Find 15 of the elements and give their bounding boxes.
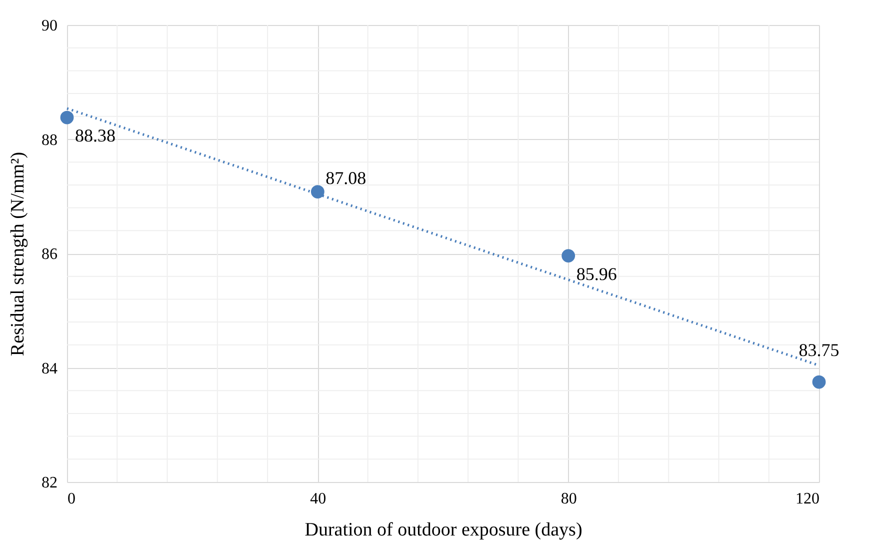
data-label: 85.96 (576, 264, 617, 284)
x-tick-label: 80 (560, 490, 577, 508)
y-tick-label: 84 (42, 360, 58, 378)
x-tick-label: 0 (68, 490, 76, 508)
y-tick-label: 82 (42, 474, 58, 492)
y-axis-title: Residual strength (N/mm²) (8, 152, 28, 356)
data-label: 83.75 (798, 340, 840, 360)
data-label: 87.08 (326, 168, 366, 188)
x-tick-label: 40 (310, 490, 326, 508)
x-tick-label: 120 (796, 490, 820, 508)
y-tick-label: 86 (42, 246, 58, 263)
data-label: 88.38 (75, 126, 116, 146)
y-tick-label: 88 (42, 132, 58, 149)
y-tick-label: 90 (42, 18, 58, 34)
x-axis-title: Duration of outdoor exposure (days) (304, 520, 582, 540)
